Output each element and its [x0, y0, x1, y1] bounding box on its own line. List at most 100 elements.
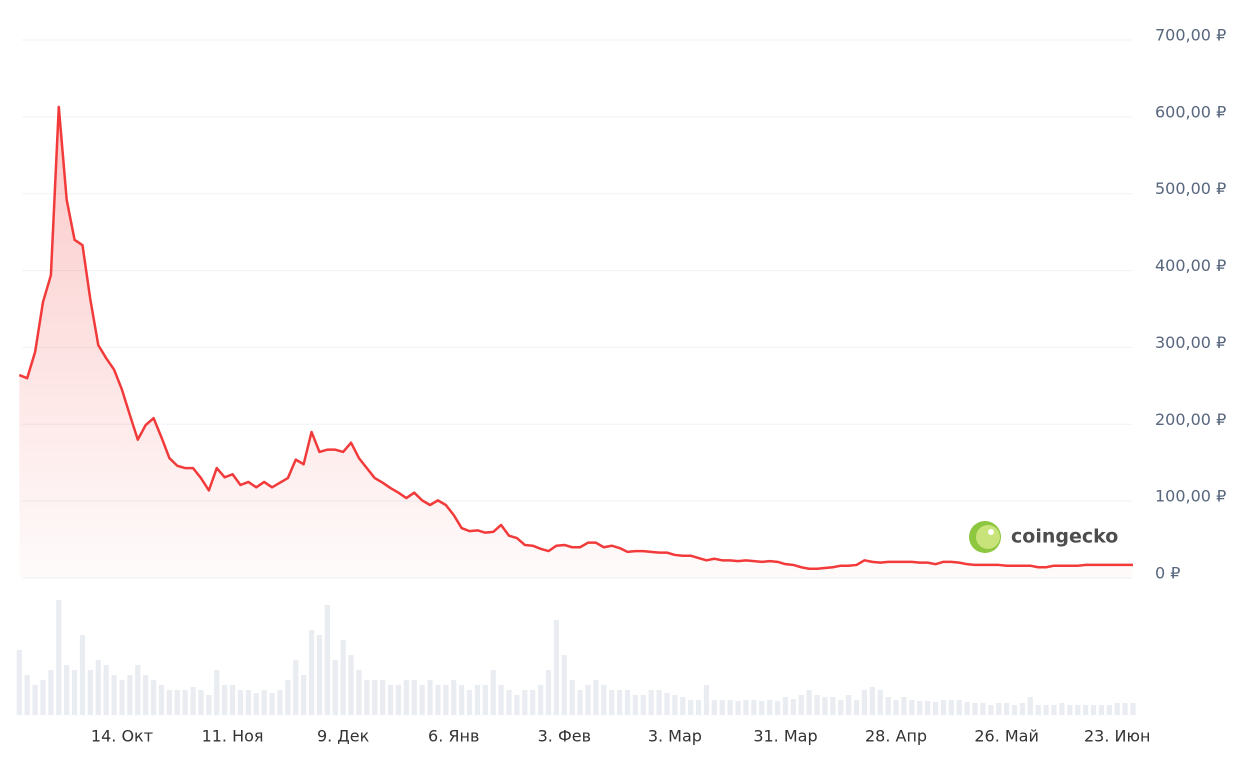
y-tick-label: 400,00 ₽: [1155, 256, 1226, 275]
volume-bar: [877, 690, 883, 715]
volume-bar: [664, 693, 670, 715]
y-tick-label: 0 ₽: [1155, 564, 1180, 583]
logo-inner: [976, 525, 1000, 549]
volume-bar: [16, 650, 22, 715]
volume-bar: [95, 660, 101, 715]
volume-bar: [624, 690, 631, 715]
volume-bar: [403, 680, 409, 715]
plot: 0 ₽ 100,00 ₽ 200,00 ₽ 300,00 ₽ 400,00 ₽ 500,0…: [16, 26, 1226, 746]
volume-bar: [1083, 705, 1089, 715]
volume-bar: [901, 697, 907, 715]
volume-bar: [150, 680, 157, 715]
x-tick-label: 3. Мар: [648, 727, 702, 746]
y-tick-label: 300,00 ₽: [1155, 333, 1226, 352]
volume-bar: [940, 700, 947, 715]
price-line: [18, 105, 1133, 571]
volume-bar: [806, 690, 812, 715]
x-tick-label: 14. Окт: [91, 727, 153, 746]
volume-bar: [324, 605, 330, 715]
volume-bar: [111, 675, 117, 715]
volume-bar: [158, 685, 165, 715]
volume-bar: [182, 690, 188, 715]
volume-bar: [308, 630, 315, 715]
volume-bar: [198, 690, 204, 715]
volume-bar: [474, 685, 481, 715]
volume-bar: [253, 693, 259, 715]
volume-bar: [1067, 705, 1073, 715]
volume-bar: [885, 697, 891, 715]
volume-bar: [514, 695, 520, 715]
volume-bar: [261, 690, 267, 715]
volume-bar: [917, 701, 923, 715]
volume-bar: [32, 685, 38, 715]
volume-bar: [790, 699, 796, 715]
volume-bar: [1019, 703, 1026, 715]
volume-bar: [127, 675, 133, 715]
volume-bar: [751, 700, 757, 715]
volume-bar: [530, 690, 536, 715]
volume-bar: [1122, 703, 1128, 715]
volume-bar: [1011, 705, 1018, 715]
volume-bar: [214, 670, 220, 715]
volume-bar: [522, 690, 528, 715]
volume-bar: [569, 680, 575, 715]
volume-bar: [119, 680, 125, 715]
volume-bar: [1027, 697, 1033, 715]
volume-bar: [759, 701, 765, 715]
volume-bar: [285, 680, 291, 715]
volume-bar: [1035, 705, 1041, 715]
volume-bar: [988, 705, 994, 715]
volume-bar: [846, 695, 852, 715]
volume-bar: [1114, 703, 1120, 715]
volume-bar: [443, 685, 449, 715]
volume-bar: [632, 695, 638, 715]
volume-bar: [695, 700, 702, 715]
volume-bar: [459, 685, 465, 715]
volume-bar: [909, 700, 915, 715]
volume-bar: [545, 670, 552, 715]
volume-bar: [648, 690, 654, 715]
volume-bar: [395, 685, 402, 715]
volume-bar: [166, 690, 172, 715]
volume-bar: [466, 690, 473, 715]
volume-bar: [56, 600, 62, 715]
volume-bar: [427, 680, 433, 715]
volume-bar: [301, 675, 307, 715]
logo-eye: [988, 529, 994, 535]
volume-bar: [190, 687, 196, 715]
y-tick-label: 500,00 ₽: [1155, 179, 1226, 198]
volume-bar: [774, 701, 781, 715]
volume-bar: [980, 703, 986, 715]
volume-bar: [869, 687, 875, 715]
volume-bar: [735, 701, 741, 715]
volume-bar: [822, 697, 828, 715]
volume-bar: [743, 700, 749, 715]
price-area: [19, 106, 1133, 578]
x-tick-label: 31. Мар: [753, 727, 817, 746]
volume-bar: [222, 685, 228, 715]
volume-bar: [861, 690, 868, 715]
volume-bar: [340, 640, 346, 715]
volume-bar: [135, 665, 141, 715]
volume-bar: [853, 700, 860, 715]
volume-bar: [798, 695, 804, 715]
volume-bar: [174, 690, 180, 715]
volume-bar: [680, 697, 686, 715]
volume-bar: [482, 685, 488, 715]
volume-bar: [688, 700, 694, 715]
volume-bar: [451, 680, 457, 715]
volume-bar: [332, 660, 338, 715]
volume-bar: [1043, 705, 1049, 715]
volume-bar: [601, 685, 607, 715]
y-tick-label: 600,00 ₽: [1155, 102, 1226, 121]
volume-bar: [996, 703, 1002, 715]
y-tick-label: 100,00 ₽: [1155, 487, 1226, 506]
volume-bar: [814, 695, 820, 715]
volume-bar: [703, 685, 710, 715]
volume-bar: [79, 635, 86, 715]
volume-bar: [372, 680, 378, 715]
volume-bar: [972, 703, 978, 715]
volume-bar: [830, 697, 836, 715]
x-tick-label: 6. Янв: [428, 727, 479, 746]
volume-bar: [956, 700, 962, 715]
